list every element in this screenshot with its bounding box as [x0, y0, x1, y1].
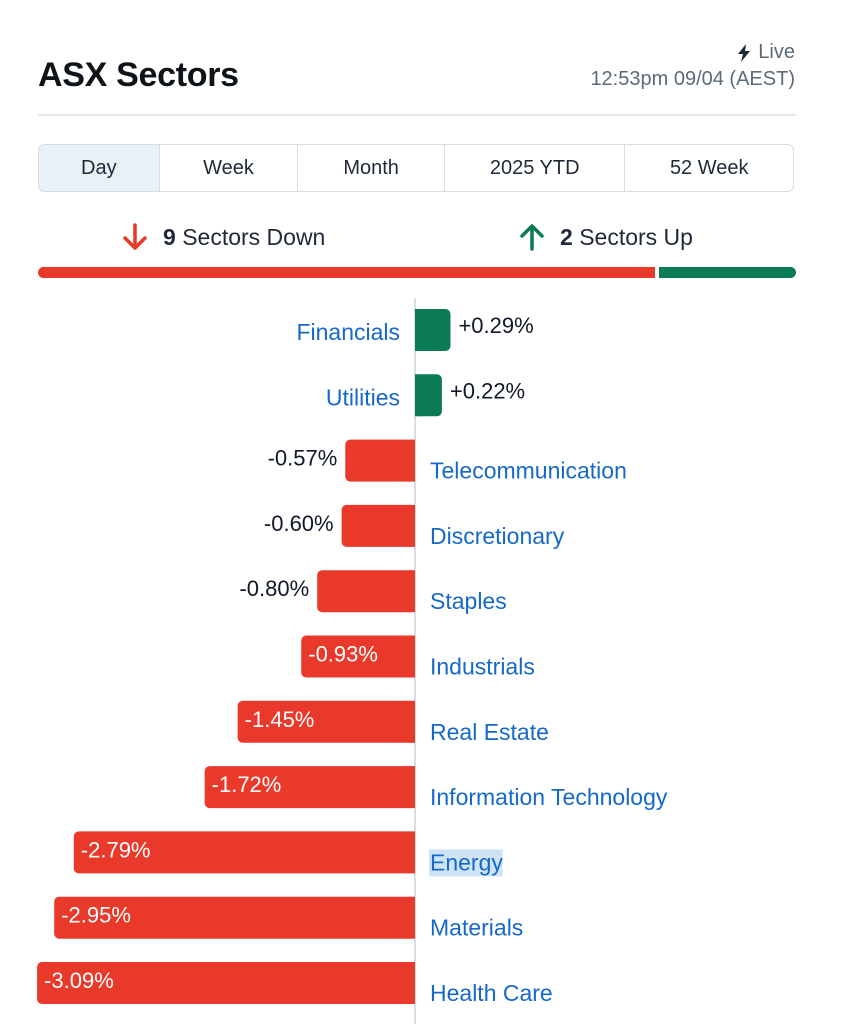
value-label: -0.60% — [264, 511, 334, 536]
sector-link-industrials[interactable]: Industrials — [430, 654, 535, 680]
tab-2025-ytd[interactable]: 2025 YTD — [445, 145, 626, 191]
sector-link-utilities[interactable]: Utilities — [326, 384, 400, 410]
sector-bar-chart: +0.29% Financials +0.22% Utilities -0.57% Tel… — [37, 298, 668, 1024]
sectors-up-text: 2 Sectors Up — [560, 224, 693, 251]
sector-ratio-bar — [38, 267, 796, 278]
page-title: ASX Sectors — [38, 56, 239, 94]
ratio-bar-down-segment — [38, 267, 655, 278]
bar-edge — [415, 309, 421, 351]
arrow-down-icon — [123, 223, 147, 250]
bar-edge — [409, 700, 415, 743]
sectors-down-text: 9 Sectors Down — [163, 224, 325, 251]
bar-edge — [409, 962, 415, 1004]
value-label: -2.79% — [81, 837, 151, 862]
sector-link-health-care[interactable]: Health Care — [430, 980, 553, 1006]
arrow-up-icon — [520, 224, 544, 251]
bar-energy[interactable] — [73, 831, 416, 874]
value-label: -0.93% — [308, 642, 378, 667]
period-tabs: Day Week Month 2025 YTD 52 Week — [38, 144, 794, 192]
tab-day[interactable]: Day — [39, 145, 160, 191]
bar-discretionary[interactable] — [341, 504, 415, 547]
bar-edge — [409, 896, 415, 939]
bar-materials[interactable] — [54, 896, 416, 939]
sector-link-staples[interactable]: Staples — [430, 588, 507, 614]
bar-edge — [409, 439, 415, 482]
sectors-down-label: Sectors Down — [182, 223, 326, 250]
bar-industrials[interactable] — [301, 635, 415, 678]
sectors-down-count: 9 — [163, 223, 176, 250]
sectors-up-label: Sectors Up — [579, 223, 693, 250]
live-label: Live — [758, 41, 795, 63]
value-label: -2.95% — [61, 903, 131, 928]
value-label: -1.45% — [245, 707, 315, 732]
sectors-up-count: 2 — [560, 223, 573, 250]
bar-staples[interactable] — [317, 570, 415, 613]
bar-edge — [409, 635, 415, 678]
selection-highlight — [429, 849, 503, 877]
sector-link-telecommunication[interactable]: Telecommunication — [430, 458, 627, 484]
bar-information-technology[interactable] — [204, 766, 415, 809]
bar-financials[interactable] — [415, 309, 451, 351]
tab-week[interactable]: Week — [160, 145, 299, 191]
timestamp: 12:53pm 09/04 (AEST) — [590, 68, 795, 90]
bar-utilities[interactable] — [415, 374, 442, 417]
header-divider — [38, 114, 796, 116]
bar-edge — [409, 570, 415, 613]
tab-52-week[interactable]: 52 Week — [669, 156, 749, 179]
bar-real-estate[interactable] — [237, 700, 415, 743]
value-label: +0.22% — [450, 378, 525, 403]
ratio-bar-up-segment — [659, 267, 796, 278]
sector-link-information-technology[interactable]: Information Technology — [430, 784, 668, 810]
value-label: -0.57% — [268, 446, 338, 471]
sector-link-materials[interactable]: Materials — [430, 915, 523, 941]
bar-edge — [409, 766, 415, 809]
bar-edge — [409, 504, 415, 547]
value-label: +0.29% — [458, 313, 533, 338]
sector-link-energy[interactable]: Energy — [430, 849, 503, 875]
tab-month[interactable]: Month — [298, 145, 445, 191]
sectors-down-summary: 9 Sectors Down — [121, 222, 325, 252]
bar-edge — [415, 374, 421, 417]
sector-link-real-estate[interactable]: Real Estate — [430, 719, 549, 745]
bar-edge — [409, 831, 415, 874]
value-label: -3.09% — [44, 968, 114, 993]
live-indicator: Live — [736, 41, 795, 64]
sector-link-financials[interactable]: Financials — [296, 319, 400, 345]
sector-link-discretionary[interactable]: Discretionary — [430, 523, 565, 549]
sectors-up-summary: 2 Sectors Up — [518, 222, 693, 252]
value-label: -1.72% — [212, 772, 282, 797]
lightning-bolt-icon — [738, 43, 751, 62]
bar-telecommunication[interactable] — [345, 439, 415, 482]
value-label: -0.80% — [239, 576, 309, 601]
bar-health-care[interactable] — [37, 962, 416, 1004]
